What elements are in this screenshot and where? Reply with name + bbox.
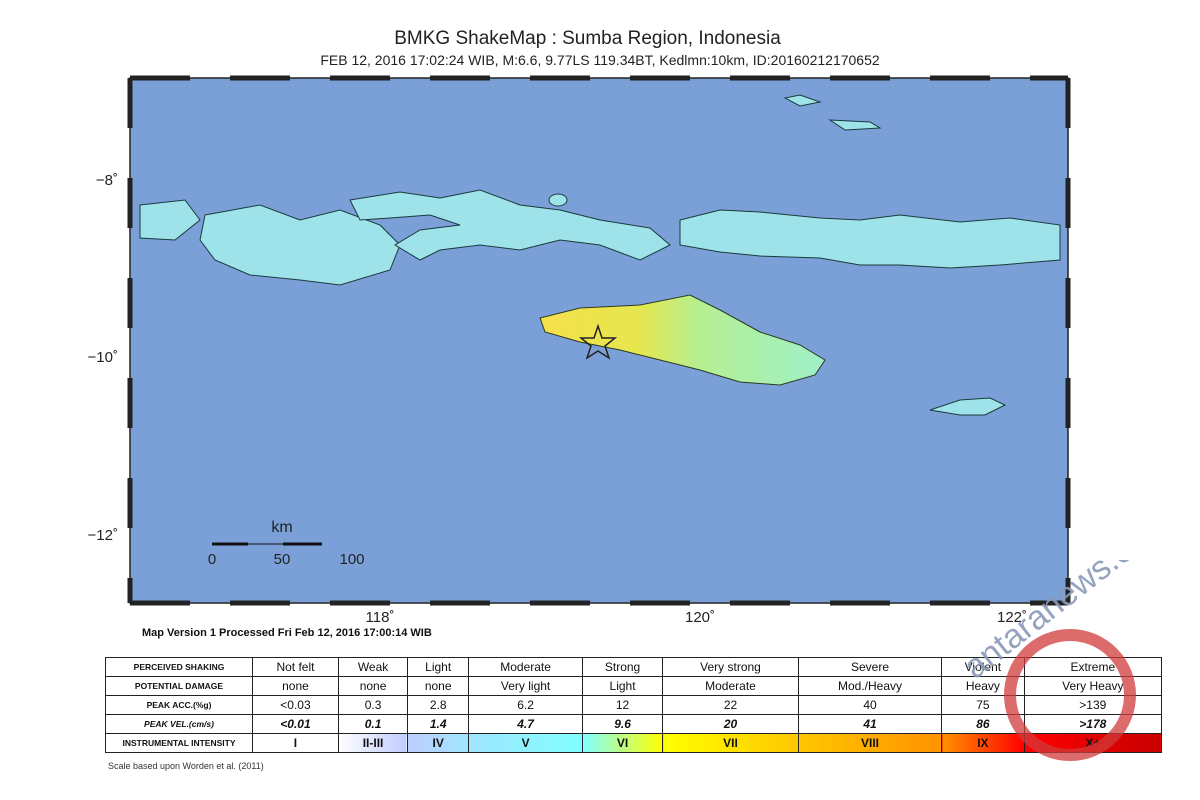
- table-cell: Very strong: [662, 657, 799, 677]
- table-cell: none: [337, 676, 409, 696]
- table-cell: 12: [582, 695, 664, 715]
- table-cell: 20: [662, 714, 799, 734]
- table-cell: none: [252, 676, 339, 696]
- lat-label: −8˚: [96, 172, 118, 189]
- intensity-table: PERCEIVED SHAKING Not felt Weak Light Modera…: [105, 657, 1163, 753]
- table-cell: 40: [797, 695, 943, 715]
- scale-label: 0: [208, 551, 216, 568]
- table-cell: <0.01: [252, 714, 339, 734]
- scale-label: 100: [339, 551, 364, 568]
- table-row: INSTRUMENTAL INTENSITY I II-III IV V VI VII VII…: [105, 733, 1163, 753]
- title: BMKG ShakeMap : Sumba Region, Indonesia: [394, 28, 781, 49]
- lon-label: 122˚: [997, 609, 1027, 626]
- table-cell: Severe: [797, 657, 943, 677]
- table-cell: VI: [582, 733, 664, 753]
- table-cell: Moderate: [468, 657, 584, 677]
- lat-label: −10˚: [88, 349, 118, 366]
- table-cell: 75: [941, 695, 1025, 715]
- table-cell: 0.3: [337, 695, 409, 715]
- row-label: PEAK VEL.(cm/s): [105, 714, 253, 734]
- table-cell: Light: [582, 676, 664, 696]
- table-cell: 2.8: [407, 695, 470, 715]
- table-cell: I: [252, 733, 339, 753]
- table-cell: II-III: [337, 733, 409, 753]
- frame-border: [127, 75, 1071, 606]
- watermark-text: antaranews.com: [960, 560, 1177, 686]
- row-label: POTENTIAL DAMAGE: [105, 676, 253, 696]
- scale-note: Scale based upon Worden et al. (2011): [108, 761, 264, 771]
- table-cell: IV: [407, 733, 470, 753]
- lat-label: −12˚: [88, 527, 118, 544]
- table-cell: VII: [662, 733, 799, 753]
- table-cell: 1.4: [407, 714, 470, 734]
- table-cell: none: [407, 676, 470, 696]
- table-cell: V: [468, 733, 584, 753]
- table-cell: 4.7: [468, 714, 584, 734]
- table-cell: Mod./Heavy: [797, 676, 943, 696]
- table-cell: 9.6: [582, 714, 664, 734]
- table-cell: 6.2: [468, 695, 584, 715]
- islands: [139, 94, 1061, 416]
- subtitle: FEB 12, 2016 17:02:24 WIB, M:6.6, 9.77LS…: [320, 52, 880, 68]
- lon-label: 120˚: [685, 609, 715, 626]
- row-label: INSTRUMENTAL INTENSITY: [105, 733, 253, 753]
- epicenter: [578, 323, 618, 360]
- watermark-logo: [1004, 629, 1136, 761]
- row-label: PERCEIVED SHAKING: [105, 657, 253, 677]
- table-cell: IX: [941, 733, 1025, 753]
- table-cell: VIII: [797, 733, 943, 753]
- scale-unit: km: [271, 519, 292, 536]
- table-cell: 41: [797, 714, 943, 734]
- table-cell: <0.03: [252, 695, 339, 715]
- table-cell: 22: [662, 695, 799, 715]
- table-cell: Not felt: [252, 657, 339, 677]
- table-cell: Moderate: [662, 676, 799, 696]
- table-row: PEAK VEL.(cm/s) <0.01 0.1 1.4 4.7 9.6 20 41 86 >1…: [105, 714, 1163, 734]
- table-cell: Weak: [337, 657, 409, 677]
- scale-label: 50: [274, 551, 291, 568]
- table-cell: Very light: [468, 676, 584, 696]
- table-cell: 0.1: [337, 714, 409, 734]
- map: −8˚ −10˚ −12˚ 118˚ 120˚ 122˚ km 0 50 100: [88, 75, 1071, 626]
- processed-note: Map Version 1 Processed Fri Feb 12, 2016…: [142, 627, 432, 639]
- table-cell: Light: [407, 657, 470, 677]
- sumba-island: [539, 294, 826, 386]
- lon-label: 118˚: [366, 609, 395, 626]
- table-cell: Strong: [582, 657, 664, 677]
- watermark: antaranews.com: [960, 560, 1177, 761]
- row-label: PEAK ACC.(%g): [105, 695, 253, 715]
